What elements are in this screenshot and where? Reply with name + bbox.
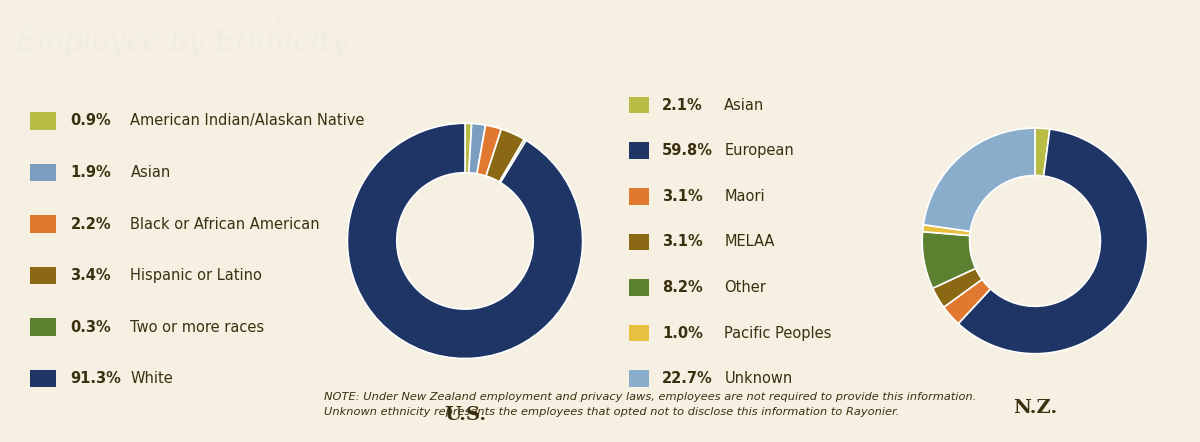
Text: Black or African American: Black or African American: [131, 217, 320, 232]
Text: Maori: Maori: [725, 189, 764, 204]
Bar: [30, 267, 55, 284]
Bar: [629, 325, 649, 341]
Bar: [629, 188, 649, 205]
Text: Asian: Asian: [725, 98, 764, 113]
Wedge shape: [348, 123, 583, 358]
Bar: [629, 233, 649, 250]
Text: MELAA: MELAA: [725, 234, 775, 249]
Text: European: European: [725, 143, 794, 158]
Text: Pacific Peoples: Pacific Peoples: [725, 326, 832, 341]
Wedge shape: [932, 268, 982, 307]
Text: 2.2%: 2.2%: [71, 217, 112, 232]
Bar: [30, 112, 55, 130]
Text: 8.2%: 8.2%: [662, 280, 703, 295]
Text: U.S.: U.S.: [444, 405, 486, 423]
Text: Hispanic or Latino: Hispanic or Latino: [131, 268, 263, 283]
Text: American Indian/Alaskan Native: American Indian/Alaskan Native: [131, 114, 365, 129]
Text: 59.8%: 59.8%: [662, 143, 713, 158]
Text: 3.1%: 3.1%: [662, 189, 703, 204]
Wedge shape: [486, 129, 524, 182]
Wedge shape: [923, 225, 971, 236]
Text: 2.1%: 2.1%: [662, 98, 703, 113]
Wedge shape: [959, 129, 1148, 354]
Bar: [30, 215, 55, 233]
Text: N.Z.: N.Z.: [1013, 399, 1057, 417]
Text: 13: 13: [274, 16, 292, 30]
Text: NOTE: Under New Zealand employment and privacy laws, employees are not required : NOTE: Under New Zealand employment and p…: [324, 392, 977, 417]
Bar: [629, 279, 649, 296]
Wedge shape: [499, 139, 526, 183]
Wedge shape: [476, 125, 502, 176]
Text: Two or more races: Two or more races: [131, 320, 265, 335]
Text: 3.4%: 3.4%: [71, 268, 112, 283]
Wedge shape: [469, 123, 486, 174]
Text: 1.9%: 1.9%: [71, 165, 112, 180]
Wedge shape: [1034, 128, 1050, 176]
Text: 3.1%: 3.1%: [662, 234, 703, 249]
Wedge shape: [923, 232, 976, 288]
Bar: [30, 318, 55, 336]
Text: Other: Other: [725, 280, 766, 295]
Bar: [629, 97, 649, 113]
Bar: [629, 370, 649, 387]
Text: Unknown: Unknown: [725, 371, 792, 386]
Text: 1.0%: 1.0%: [662, 326, 703, 341]
Text: Asian: Asian: [131, 165, 170, 180]
Bar: [30, 370, 55, 388]
Text: 0.3%: 0.3%: [71, 320, 112, 335]
Wedge shape: [943, 279, 990, 324]
Text: 91.3%: 91.3%: [71, 371, 121, 386]
Text: 22.7%: 22.7%: [662, 371, 713, 386]
Wedge shape: [923, 128, 1034, 232]
Text: White: White: [131, 371, 173, 386]
Bar: [629, 142, 649, 159]
Text: Employee by Ethnicity: Employee by Ethnicity: [16, 29, 348, 57]
Bar: [30, 164, 55, 181]
Text: 0.9%: 0.9%: [71, 114, 112, 129]
Wedge shape: [464, 123, 472, 173]
